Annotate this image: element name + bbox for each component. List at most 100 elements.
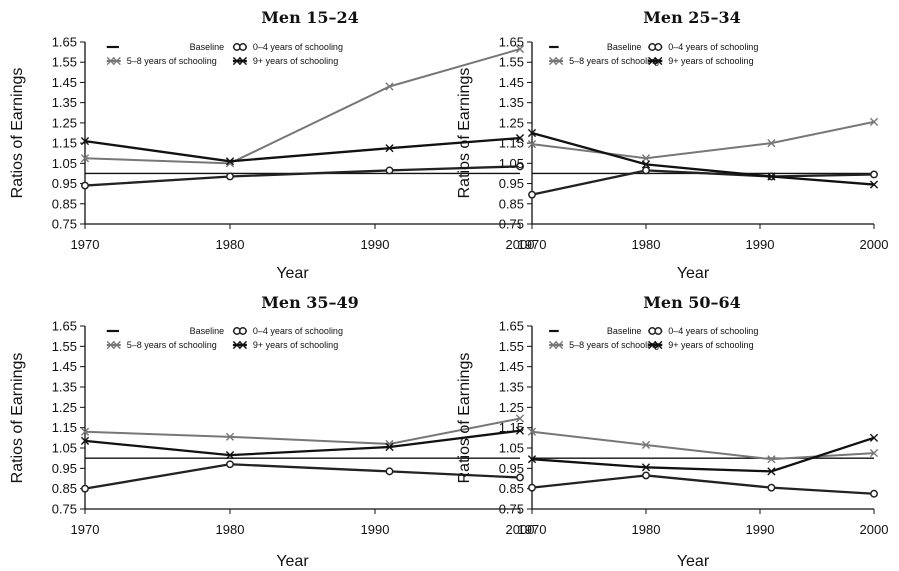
series-line xyxy=(531,474,875,495)
legend-label: 0–4 years of schooling xyxy=(253,42,343,52)
y-tick-label: 1.35 xyxy=(499,95,524,110)
series-3 xyxy=(527,117,879,163)
y-axis-label: Ratios of Earnings xyxy=(9,353,26,484)
data-point-stroke-b xyxy=(515,44,525,54)
data-point xyxy=(385,442,394,452)
legend-marker xyxy=(112,340,121,350)
y-tick-label: 1.15 xyxy=(52,136,77,151)
legend-marker xyxy=(654,56,663,66)
y-tick-label: 1.65 xyxy=(499,319,524,334)
y-tick-label: 1.05 xyxy=(52,441,77,456)
legend-label: 9+ years of schooling xyxy=(253,340,338,350)
data-point-stroke-b xyxy=(767,455,776,464)
x-tick-label: 2000 xyxy=(860,522,889,537)
data-point-stroke-b xyxy=(641,160,651,169)
legend-marker xyxy=(648,340,657,350)
series-2 xyxy=(528,166,878,199)
y-tick-label: 1.45 xyxy=(52,359,77,374)
data-point-stroke-b xyxy=(767,139,776,148)
x-tick-label: 1970 xyxy=(518,237,547,252)
legend-marker xyxy=(238,340,247,350)
series-4 xyxy=(527,128,879,189)
y-tick-label: 0.95 xyxy=(499,461,524,476)
legend-marker-stroke-b xyxy=(648,56,657,66)
data-point-stroke-b xyxy=(385,144,394,153)
series-line xyxy=(84,165,521,187)
data-point xyxy=(385,82,394,91)
data-point xyxy=(81,484,89,493)
data-point xyxy=(641,440,651,450)
legend-label: 9+ years of schooling xyxy=(668,340,753,350)
data-point-stroke-b xyxy=(527,140,537,149)
series-line xyxy=(531,430,875,461)
legend-marker-stroke-b xyxy=(238,56,247,66)
data-point xyxy=(767,455,776,464)
data-point-stroke-b xyxy=(225,432,235,441)
y-axis-label: Ratios of Earnings xyxy=(456,353,473,484)
legend-marker-stroke-b xyxy=(654,56,663,66)
y-tick-label: 1.15 xyxy=(499,420,524,435)
chart-panel-3: Men 35–49 0.75 0.85 0.95 1.05 1.15 1.25 1.35 1.4… xyxy=(9,293,534,570)
series-line xyxy=(84,48,521,165)
series-line xyxy=(84,417,521,445)
data-point xyxy=(385,166,394,175)
legend-label: 5–8 years of schooling xyxy=(127,56,217,66)
x-tick-label: 1970 xyxy=(71,522,100,537)
y-tick-label: 1.55 xyxy=(52,55,77,70)
data-point xyxy=(385,467,394,476)
data-point xyxy=(527,427,537,436)
data-point-stroke-b xyxy=(385,442,394,452)
data-point xyxy=(80,136,90,146)
x-axis-label: Year xyxy=(677,265,710,282)
data-point xyxy=(516,162,524,171)
data-point xyxy=(641,160,651,169)
legend-label: 0–4 years of schooling xyxy=(668,42,758,52)
legend-marker xyxy=(654,327,663,335)
y-tick-label: 1.35 xyxy=(52,380,77,395)
legend-marker xyxy=(112,56,121,66)
data-point-stroke-b xyxy=(767,172,776,181)
y-axis-label: Ratios of Earnings xyxy=(456,68,473,199)
y-tick-label: 1.55 xyxy=(499,339,524,354)
data-point xyxy=(767,172,776,181)
data-point xyxy=(767,483,776,492)
data-point xyxy=(226,460,234,469)
data-point xyxy=(869,433,879,442)
series-line xyxy=(84,429,521,457)
data-point-stroke-b xyxy=(515,426,525,435)
data-point-stroke-b xyxy=(641,154,651,163)
y-tick-label: 1.05 xyxy=(499,156,524,171)
data-point xyxy=(527,140,537,149)
x-tick-label: 2000 xyxy=(506,522,535,537)
data-point xyxy=(869,448,879,458)
legend-marker xyxy=(106,340,115,350)
legend-label: 5–8 years of schooling xyxy=(569,340,659,350)
y-tick-label: 0.85 xyxy=(499,481,524,496)
data-point xyxy=(80,427,90,436)
x-tick-label: 1980 xyxy=(216,522,245,537)
legend-marker-stroke-b xyxy=(106,340,115,350)
legend-marker-stroke-b xyxy=(549,340,558,350)
chart-panel-1: Men 15–24 0.75 0.85 0.95 1.05 1.15 1.25 1.35 1.4… xyxy=(9,8,534,282)
y-tick-label: 1.65 xyxy=(499,35,524,50)
y-tick-label: 0.75 xyxy=(52,502,77,517)
legend-label: Baseline xyxy=(190,326,225,336)
legend-marker xyxy=(549,340,558,350)
y-tick-label: 1.15 xyxy=(52,420,77,435)
data-point xyxy=(81,181,89,190)
series-2 xyxy=(81,460,524,493)
data-point-stroke-b xyxy=(385,82,394,91)
data-point xyxy=(641,154,651,163)
y-tick-label: 0.95 xyxy=(499,176,524,191)
legend: Baseline 0–4 years of schooling 5–8 years … xyxy=(106,326,343,350)
x-tick-label: 2000 xyxy=(860,237,889,252)
data-point xyxy=(515,414,525,423)
legend-label: 9+ years of schooling xyxy=(253,56,338,66)
legend-marker xyxy=(549,56,558,66)
y-tick-label: 1.65 xyxy=(52,35,77,50)
legend-marker-stroke-b xyxy=(232,56,241,66)
y-tick-label: 1.55 xyxy=(499,55,524,70)
data-point xyxy=(527,455,537,464)
y-tick-label: 0.95 xyxy=(52,461,77,476)
y-tick-label: 0.75 xyxy=(499,217,524,232)
